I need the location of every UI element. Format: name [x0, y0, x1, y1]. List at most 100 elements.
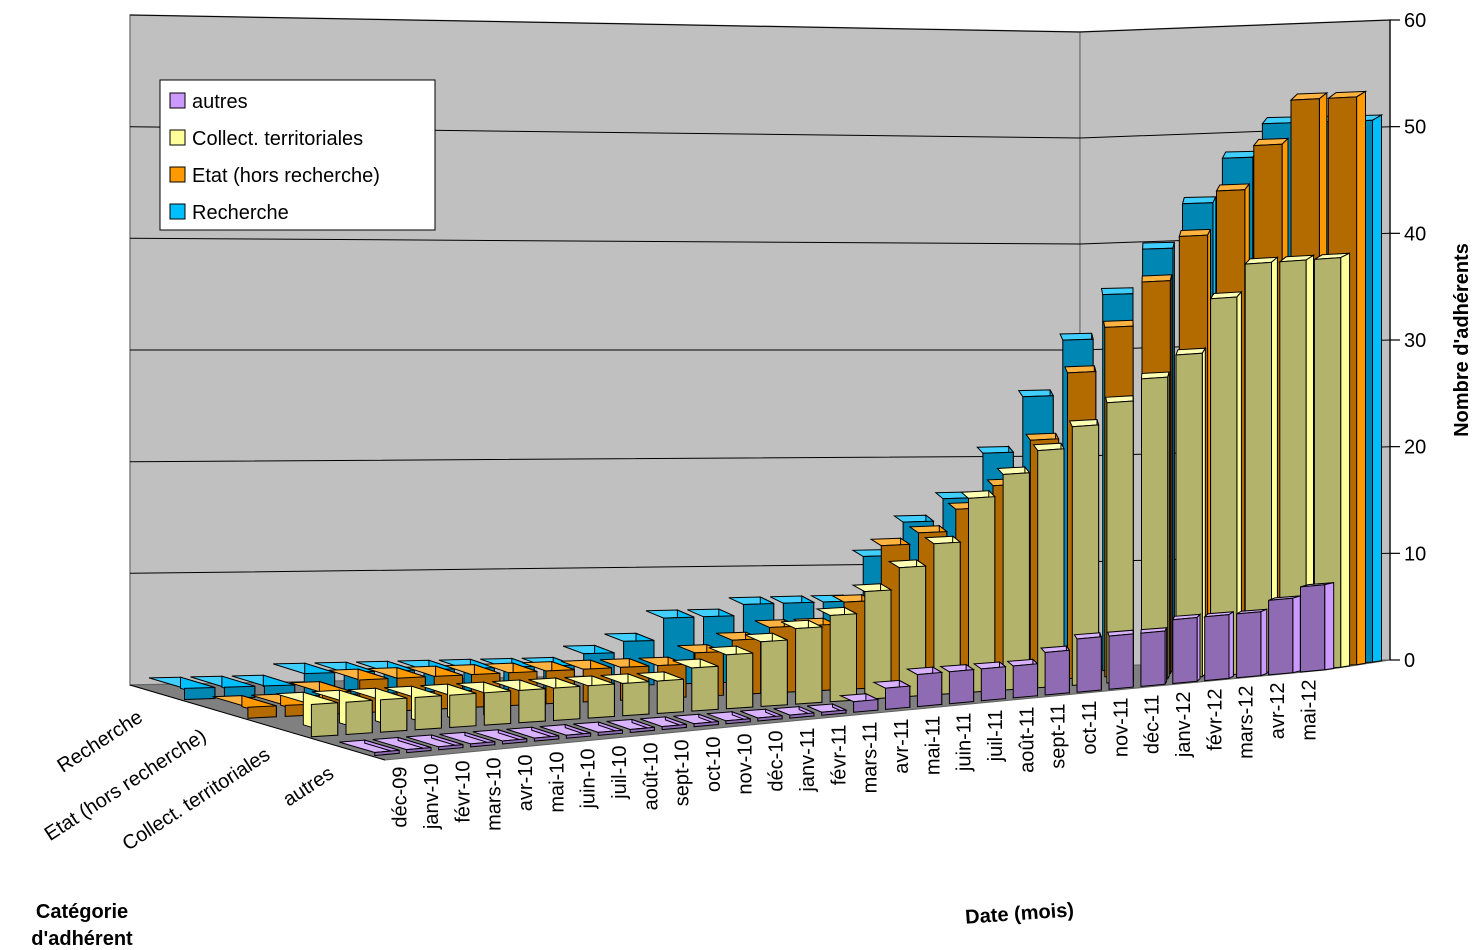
- bar-side: [1356, 90, 1366, 666]
- bar: [1140, 371, 1170, 682]
- x-tick-label: déc-11: [1142, 695, 1164, 755]
- bar: [573, 721, 623, 736]
- x-tick-label: nov-11: [1110, 698, 1132, 758]
- bar-side: [1340, 252, 1351, 668]
- gridline: [129, 14, 1391, 33]
- bar-front: [1204, 614, 1230, 682]
- bar-front: [1002, 472, 1030, 691]
- y-axis: 0 10 20 30 40 50 60: [1389, 10, 1426, 672]
- bar: [212, 694, 277, 719]
- bar: [275, 691, 339, 738]
- bar-front: [438, 744, 464, 751]
- bar: [405, 734, 464, 751]
- bar-front: [1044, 649, 1070, 696]
- bar-front: [247, 705, 277, 719]
- bar-front: [1172, 616, 1198, 685]
- bar-front: [622, 681, 650, 717]
- bar-front: [725, 652, 754, 710]
- depth-tick-label: Etat (hors recherche): [41, 725, 211, 846]
- bar-front: [533, 735, 560, 742]
- x-tick-label: avr-11: [891, 719, 913, 774]
- x-tick-label: déc-09: [390, 767, 412, 828]
- bar: [528, 677, 581, 722]
- bar: [708, 645, 754, 710]
- legend-box: [159, 79, 436, 231]
- y-tick-label: 10: [1404, 543, 1426, 565]
- bar: [1039, 644, 1071, 696]
- bar: [564, 675, 615, 719]
- bar: [1300, 581, 1335, 673]
- x-tick-label: janv-11: [797, 728, 819, 793]
- bar: [972, 660, 1007, 702]
- bar: [439, 731, 496, 748]
- bar: [539, 723, 592, 739]
- bar-front: [980, 666, 1006, 702]
- bar-front: [1108, 633, 1134, 690]
- legend-item: Etat (hors recherche): [169, 165, 380, 187]
- bar-front: [1236, 611, 1262, 679]
- y-tick-label: 50: [1404, 117, 1426, 139]
- bar-front: [502, 738, 528, 745]
- bar: [1068, 418, 1100, 686]
- x-tick-label: juin-11: [954, 713, 976, 773]
- depth-tick-label: autres: [279, 762, 338, 811]
- bar: [838, 692, 880, 713]
- bar-side: [1292, 595, 1301, 674]
- bar: [506, 726, 560, 742]
- bar-front: [1012, 663, 1038, 699]
- bar: [996, 465, 1031, 691]
- bar-front: [483, 690, 512, 726]
- bar-side: [1324, 581, 1335, 671]
- bar-front: [1300, 584, 1326, 673]
- bar-front: [789, 712, 815, 719]
- bar-front: [864, 589, 892, 700]
- bar-front: [380, 697, 408, 733]
- x-tick-label: oct-11: [1079, 701, 1101, 755]
- x-tick-label: sept-10: [672, 740, 694, 807]
- bar-front: [310, 702, 339, 738]
- bar-front: [795, 626, 823, 705]
- legend-swatch: [169, 92, 186, 109]
- bar: [1203, 610, 1234, 682]
- legend-label: Collect. territoriales: [192, 128, 363, 150]
- bar: [939, 663, 976, 705]
- x-tick-label: déc-10: [766, 731, 788, 792]
- x-tick-label: mars-12: [1236, 686, 1258, 759]
- legend-label: autres: [192, 91, 248, 113]
- bar: [600, 673, 650, 717]
- y-tick-label: 20: [1404, 437, 1426, 459]
- bar-front: [565, 732, 592, 739]
- x-tick-label: mars-11: [860, 722, 882, 794]
- y-tick-label: 40: [1404, 223, 1426, 245]
- bar: [1175, 346, 1207, 679]
- bar-front: [470, 741, 496, 748]
- bar: [1278, 254, 1316, 672]
- depth-axis-title: Catégorie: [36, 901, 128, 923]
- depth-axis-line: [129, 684, 386, 761]
- bar: [1107, 629, 1134, 690]
- legend-swatch: [169, 166, 186, 183]
- bar: [311, 689, 373, 736]
- x-tick-label: sept-11: [1048, 704, 1070, 769]
- x-tick-label: mai-12: [1298, 680, 1320, 741]
- x-tick-label: févr-12: [1204, 689, 1226, 751]
- bar-side: [1260, 608, 1268, 677]
- bar-front: [374, 749, 400, 757]
- bar-front: [725, 718, 751, 725]
- bars: [148, 90, 1384, 757]
- x-tick-label: févr-10: [452, 761, 474, 823]
- bar: [492, 679, 546, 724]
- x-tick-label: mars-10: [484, 758, 506, 831]
- bar: [887, 558, 928, 698]
- bar-front: [693, 720, 719, 728]
- legend-swatch: [169, 129, 186, 146]
- bar: [383, 685, 442, 731]
- x-tick-label: mai-10: [546, 752, 568, 813]
- bar: [1105, 395, 1134, 684]
- y-tick-label: 60: [1404, 10, 1426, 32]
- bar: [347, 687, 408, 733]
- bar-front: [597, 729, 623, 736]
- legend-swatch: [169, 203, 186, 220]
- bar: [420, 683, 477, 729]
